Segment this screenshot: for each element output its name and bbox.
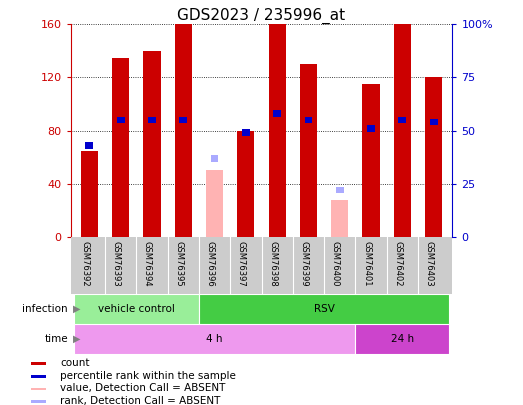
- Bar: [31, 375, 46, 377]
- Bar: [81, 151, 98, 237]
- Bar: [304, 117, 312, 123]
- Bar: [175, 24, 192, 237]
- Bar: [74, 294, 199, 324]
- Text: GSM76398: GSM76398: [268, 241, 277, 287]
- Text: count: count: [60, 358, 89, 368]
- Bar: [199, 294, 449, 324]
- Text: GSM76394: GSM76394: [143, 241, 152, 286]
- Text: 4 h: 4 h: [206, 334, 223, 344]
- Text: time: time: [44, 334, 68, 344]
- Bar: [362, 84, 380, 237]
- Bar: [179, 117, 187, 123]
- Text: GSM76397: GSM76397: [237, 241, 246, 287]
- Text: ▶: ▶: [73, 304, 81, 314]
- Bar: [237, 130, 255, 237]
- Text: GSM76400: GSM76400: [331, 241, 340, 286]
- Bar: [206, 171, 223, 237]
- Bar: [425, 77, 442, 237]
- Bar: [336, 187, 344, 194]
- Text: GSM76403: GSM76403: [425, 241, 434, 286]
- Text: infection: infection: [22, 304, 68, 314]
- Bar: [399, 117, 406, 123]
- Text: GSM76395: GSM76395: [174, 241, 183, 286]
- Text: 24 h: 24 h: [391, 334, 414, 344]
- Text: GSM76392: GSM76392: [81, 241, 89, 286]
- Text: RSV: RSV: [314, 304, 335, 314]
- Text: GSM76402: GSM76402: [393, 241, 402, 286]
- Bar: [356, 324, 449, 354]
- Bar: [117, 117, 124, 123]
- Bar: [31, 362, 46, 365]
- Bar: [268, 24, 286, 237]
- Text: value, Detection Call = ABSENT: value, Detection Call = ABSENT: [60, 383, 225, 393]
- Bar: [74, 324, 356, 354]
- Bar: [242, 130, 250, 136]
- Bar: [300, 64, 317, 237]
- Title: GDS2023 / 235996_at: GDS2023 / 235996_at: [177, 8, 346, 24]
- Bar: [211, 155, 219, 162]
- Text: GSM76393: GSM76393: [112, 241, 121, 287]
- Text: vehicle control: vehicle control: [98, 304, 175, 314]
- Bar: [331, 200, 348, 237]
- Bar: [31, 388, 46, 390]
- Text: ▶: ▶: [73, 334, 81, 344]
- Bar: [143, 51, 161, 237]
- Bar: [31, 400, 46, 403]
- Bar: [394, 24, 411, 237]
- Bar: [273, 110, 281, 117]
- Text: GSM76396: GSM76396: [206, 241, 214, 287]
- Text: rank, Detection Call = ABSENT: rank, Detection Call = ABSENT: [60, 396, 221, 405]
- Bar: [148, 117, 156, 123]
- Text: percentile rank within the sample: percentile rank within the sample: [60, 371, 236, 381]
- Bar: [367, 125, 375, 132]
- Bar: [430, 119, 438, 126]
- Bar: [112, 58, 129, 237]
- Bar: [85, 142, 93, 149]
- Text: GSM76399: GSM76399: [300, 241, 309, 286]
- Text: GSM76401: GSM76401: [362, 241, 371, 286]
